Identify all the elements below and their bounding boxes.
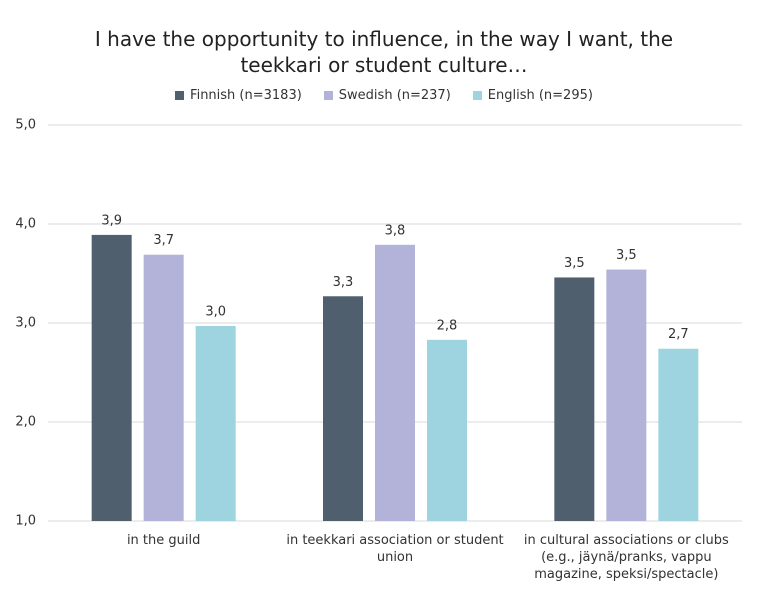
y-tick-label: 1,0 [15, 514, 36, 529]
y-tick-label: 3,0 [15, 316, 36, 331]
bar [606, 269, 647, 521]
bar [658, 348, 699, 521]
bar [375, 244, 415, 522]
bar [91, 234, 132, 521]
data-label: 3,5 [616, 248, 637, 263]
bar [195, 325, 236, 521]
data-label: 3,7 [153, 233, 174, 248]
data-label: 3,0 [205, 304, 226, 319]
data-label: 2,8 [437, 318, 458, 333]
legend: Finnish (n=3183) Swedish (n=237) English (… [0, 88, 768, 103]
legend-label: English (n=295) [487, 88, 593, 103]
x-tick-label: in cultural associations or clubs (e.g.,… [523, 533, 729, 582]
bar [427, 339, 467, 521]
y-tick-label: 2,0 [15, 415, 36, 430]
data-label: 3,5 [564, 256, 585, 271]
x-tick-label: in teekkari association or student union [286, 533, 504, 565]
legend-label: Finnish (n=3183) [190, 88, 302, 103]
legend-swatch [323, 91, 333, 100]
legend-item: Finnish (n=3183) [175, 88, 302, 103]
legend-item: Swedish (n=237) [323, 88, 451, 103]
bar [323, 296, 363, 521]
bar [554, 277, 595, 521]
chart-title: I have the opportunity to influence, in … [94, 27, 674, 77]
y-tick-label: 4,0 [15, 217, 36, 232]
legend-swatch [175, 91, 185, 100]
legend-item: English (n=295) [472, 88, 593, 103]
data-label: 2,7 [668, 327, 689, 342]
data-label: 3,8 [385, 223, 406, 238]
data-label: 3,3 [333, 275, 354, 290]
x-tick-label: in the guild [126, 533, 201, 548]
data-label: 3,9 [101, 213, 122, 228]
bar [143, 254, 184, 521]
legend-label: Swedish (n=237) [338, 88, 451, 103]
y-tick-label: 5,0 [15, 118, 36, 133]
legend-swatch [472, 91, 482, 100]
